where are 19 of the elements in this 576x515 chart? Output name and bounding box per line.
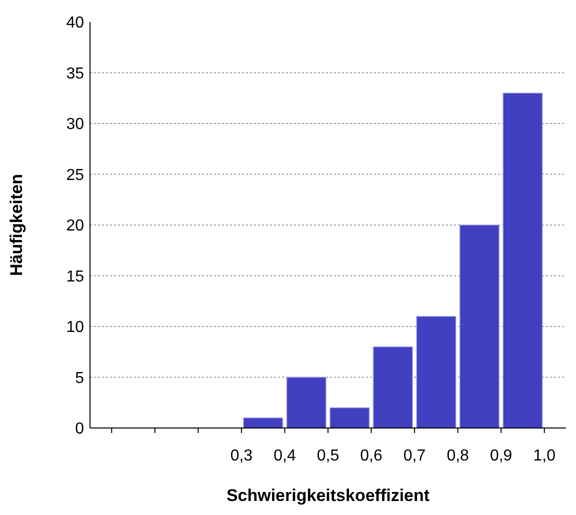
y-tick-label: 10 [66,319,84,336]
x-tick-label: 0,3 [230,447,253,464]
y-tick-label: 15 [66,268,84,286]
x-tick-label: 0,7 [403,447,426,464]
x-tick-label: 1,0 [533,447,556,464]
x-tick-label: 0,9 [490,447,512,464]
x-tick-label: 0,4 [274,447,296,464]
y-tick-label: 25 [66,166,84,184]
y-tick-label: 0 [75,420,84,438]
y-tick-label: 40 [66,14,84,32]
y-axis-title: Häufigkeiten [7,174,26,276]
y-tick-label: 20 [66,218,84,235]
x-tick-label: 0,5 [316,447,340,464]
x-tick-label: 0,8 [446,447,470,464]
x-axis-title: Schwierigkeitskoeffizient [226,486,430,505]
y-tick-label: 5 [75,370,84,387]
x-tick-label: 0,6 [360,447,382,464]
y-tick-label: 35 [66,65,84,82]
y-tick-label: 30 [66,116,84,134]
